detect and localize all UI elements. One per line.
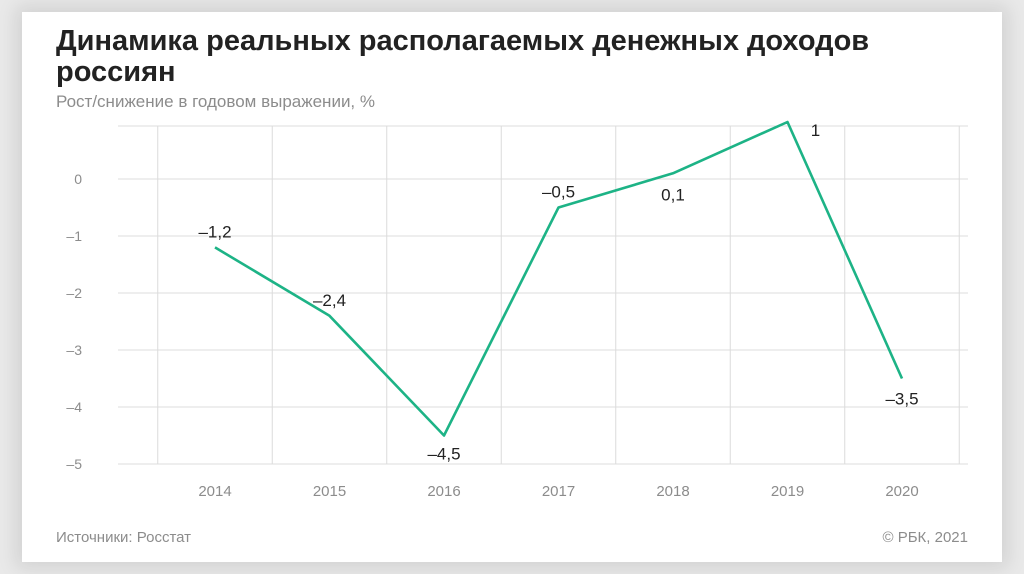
chart-title: Динамика реальных располагаемых денежных… [56, 25, 870, 88]
y-tick-label: –2 [66, 285, 82, 301]
y-tick-label: –3 [66, 342, 82, 358]
chart-card: Динамика реальных располагаемых денежных… [22, 12, 1002, 562]
y-tick-label: –5 [66, 456, 82, 472]
chart-subtitle: Рост/снижение в годовом выражении, % [56, 92, 375, 111]
x-tick-label: 2018 [656, 483, 689, 500]
data-label: –0,5 [542, 183, 575, 202]
grid [118, 125, 968, 465]
x-tick-label: 2014 [198, 483, 231, 500]
source-note: Источники: Росстат [56, 529, 192, 546]
y-tick-label: –4 [66, 399, 82, 415]
x-tick-label: 2015 [313, 483, 346, 500]
line-chart: 0 –1 –2 –3 –4 –5 2014 2015 2016 2017 2018 2019 2020… [66, 120, 968, 500]
y-tick-label: –1 [66, 228, 82, 244]
data-label: –1,2 [198, 222, 231, 241]
x-tick-label: 2020 [885, 483, 918, 500]
data-label: –4,5 [427, 445, 460, 464]
data-labels: –1,2 –2,4 –4,5 –0,5 0,1 1 –3,5 [198, 121, 918, 464]
copyright-note: © РБК, 2021 [882, 529, 968, 546]
data-label: –2,4 [313, 291, 346, 310]
data-label: 0,1 [661, 185, 685, 204]
y-axis-ticks: 0 –1 –2 –3 –4 –5 [66, 171, 82, 472]
data-label: –3,5 [885, 390, 918, 409]
y-tick-label: 0 [74, 171, 82, 187]
x-tick-label: 2016 [427, 483, 460, 500]
series-line [214, 120, 904, 437]
x-tick-label: 2019 [771, 483, 804, 500]
x-tick-label: 2017 [542, 483, 575, 500]
data-label: 1 [811, 121, 820, 140]
x-axis-ticks: 2014 2015 2016 2017 2018 2019 2020 [198, 483, 918, 500]
